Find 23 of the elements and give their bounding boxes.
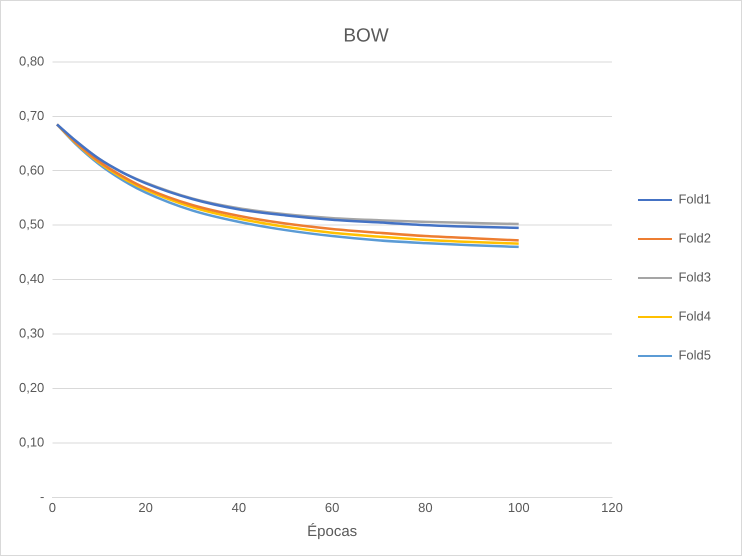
x-tick-label: 20 xyxy=(138,500,153,515)
x-tick-label: 80 xyxy=(418,500,433,515)
y-tick-label: 0,50 xyxy=(18,216,44,232)
legend-label: Fold1 xyxy=(678,192,712,207)
legend-label: Fold2 xyxy=(678,230,712,246)
legend-label: Fold5 xyxy=(678,348,712,363)
x-tick-label: 100 xyxy=(508,500,530,515)
legend-label: Fold3 xyxy=(678,270,712,285)
x-tick-label: 60 xyxy=(324,500,340,515)
y-tick-label: 0,40 xyxy=(18,271,44,286)
y-tick-label: 0,30 xyxy=(18,326,44,341)
chart-title: BOW xyxy=(343,26,389,47)
legend-label: Fold4 xyxy=(678,308,712,324)
y-tick-label: 0,70 xyxy=(18,108,44,123)
x-tick-label: 0 xyxy=(48,500,56,515)
y-tick-label: - xyxy=(40,488,44,504)
x-tick-label: 120 xyxy=(601,500,623,515)
y-tick-label: 0,20 xyxy=(18,380,44,396)
x-tick-label: 40 xyxy=(232,500,246,515)
x-axis-title: Épocas xyxy=(307,522,358,540)
y-tick-label: 0,10 xyxy=(18,434,44,450)
y-tick-label: 0,80 xyxy=(18,53,44,68)
y-tick-label: 0,60 xyxy=(18,162,44,178)
